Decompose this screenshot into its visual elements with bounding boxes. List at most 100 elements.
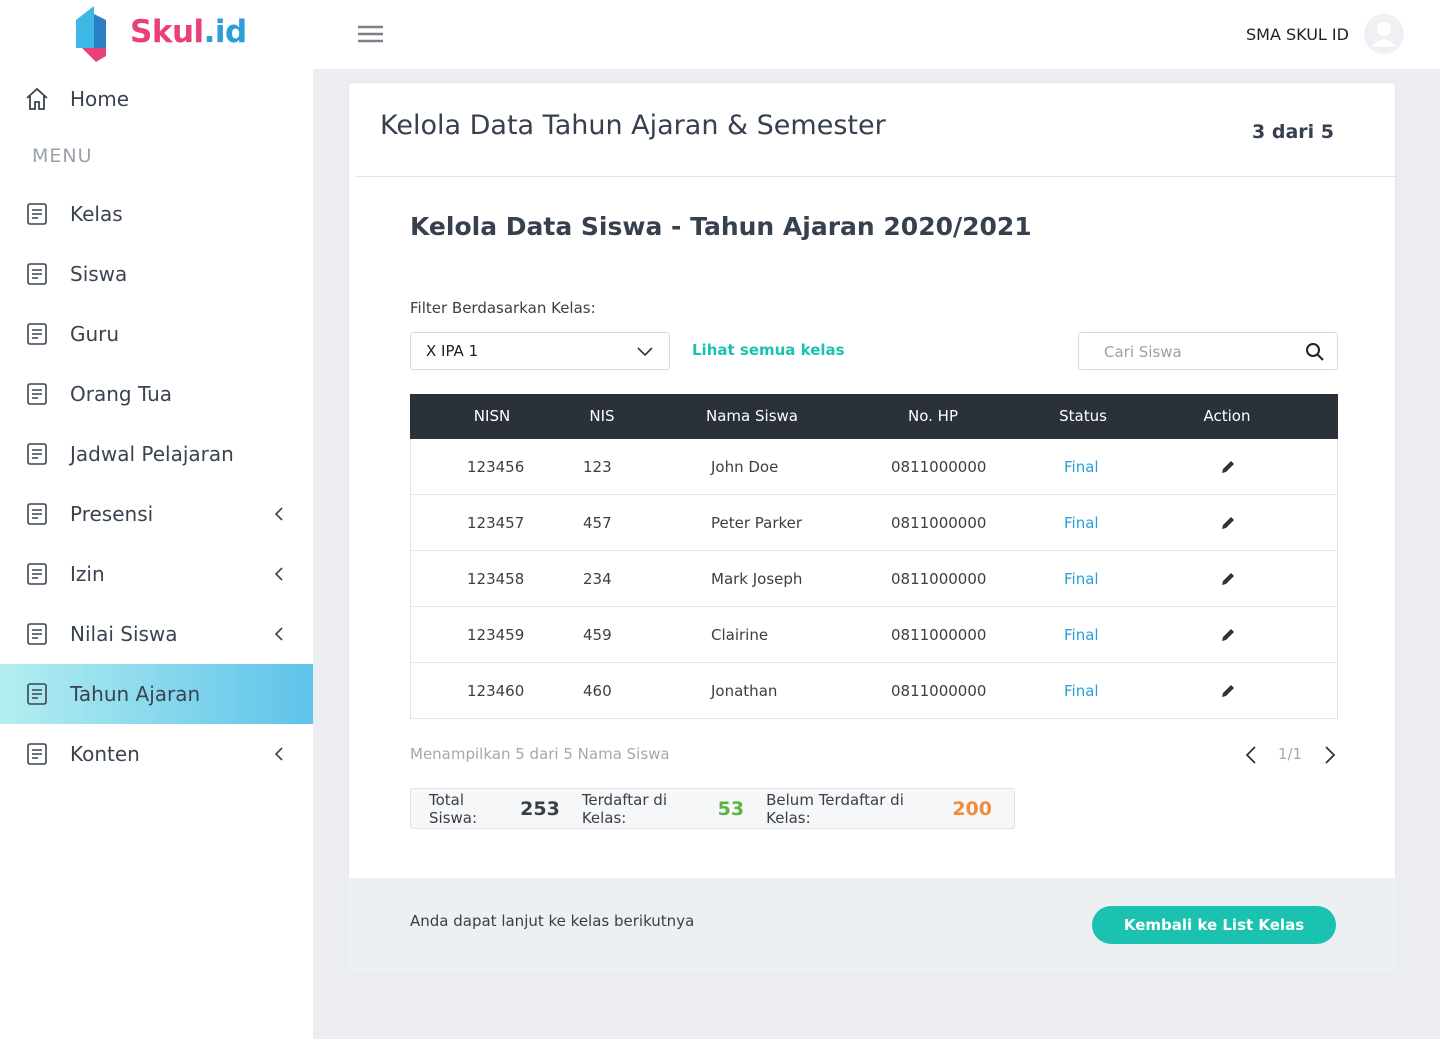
status-link[interactable]: Final bbox=[1064, 570, 1099, 588]
prev-page[interactable] bbox=[1245, 746, 1257, 764]
search-icon bbox=[1306, 343, 1324, 361]
status-link[interactable]: Final bbox=[1064, 682, 1099, 700]
nav-item[interactable]: Siswa bbox=[0, 244, 313, 304]
table-cell: 123 bbox=[583, 458, 612, 476]
table-cell: 123459 bbox=[467, 626, 525, 644]
summary-box: Total Siswa: 253 Terdaftar di Kelas: 53 Belu… bbox=[410, 788, 1015, 829]
column-header: Nama Siswa bbox=[706, 407, 798, 425]
table-cell: 234 bbox=[583, 570, 612, 588]
table-cell: 460 bbox=[583, 682, 612, 700]
table-cell: 123457 bbox=[467, 514, 525, 532]
nav-label: Jadwal Pelajaran bbox=[70, 442, 234, 466]
column-header: Action bbox=[1203, 407, 1251, 425]
summary-value: 53 bbox=[717, 797, 745, 820]
nav-icon bbox=[27, 623, 47, 645]
summary-label: Total Siswa: bbox=[429, 790, 478, 827]
table-cell: 459 bbox=[583, 626, 612, 644]
nav-icon bbox=[27, 203, 47, 225]
table-cell: Clairine bbox=[711, 626, 769, 644]
nav-chevron bbox=[274, 507, 283, 521]
table-cell: Jonathan bbox=[711, 682, 778, 700]
table-cell: Peter Parker bbox=[711, 514, 803, 532]
nav-label: Guru bbox=[70, 322, 120, 346]
table-row bbox=[410, 551, 1338, 607]
nav-label: Presensi bbox=[70, 502, 154, 526]
nav-item[interactable]: Jadwal Pelajaran bbox=[0, 424, 313, 484]
nav-item[interactable]: Presensi bbox=[0, 484, 313, 544]
nav-label: Izin bbox=[70, 562, 105, 586]
sidebar: Skul.id Home MENU Kelas Siswa Guru Orang Tu… bbox=[0, 0, 313, 1039]
menu-toggle[interactable] bbox=[358, 24, 384, 44]
footer-message: Anda dapat lanjut ke kelas berikutnya bbox=[410, 912, 695, 930]
nav-item[interactable]: Izin bbox=[0, 544, 313, 604]
table-row bbox=[410, 607, 1338, 663]
nav-item[interactable]: Guru bbox=[0, 304, 313, 364]
home-icon bbox=[26, 87, 48, 110]
table-cell: 123458 bbox=[467, 570, 525, 588]
edit-icon[interactable] bbox=[1220, 515, 1236, 531]
edit-icon[interactable] bbox=[1220, 627, 1236, 643]
nav-icon bbox=[27, 503, 47, 525]
table-cell: 0811000000 bbox=[891, 570, 987, 588]
table-cell: John Doe bbox=[711, 458, 779, 476]
edit-icon[interactable] bbox=[1220, 683, 1236, 699]
summary-label: Terdaftar di Kelas: bbox=[581, 790, 667, 827]
edit-icon[interactable] bbox=[1220, 571, 1236, 587]
class-dropdown[interactable]: X IPA 1 bbox=[410, 332, 670, 370]
nav-item[interactable]: Tahun Ajaran bbox=[0, 664, 313, 724]
table-cell: 0811000000 bbox=[891, 458, 987, 476]
school-name: SMA SKUL ID bbox=[1246, 25, 1349, 44]
nav-chevron bbox=[274, 567, 283, 581]
page-title: Kelola Data Tahun Ajaran & Semester bbox=[380, 110, 886, 141]
nav-item[interactable]: Kelas bbox=[0, 184, 313, 244]
nav-icon bbox=[27, 443, 47, 465]
step: 3 dari 5 bbox=[1252, 121, 1334, 143]
edit-icon[interactable] bbox=[1220, 459, 1236, 475]
search-box[interactable]: Cari Siswa bbox=[1078, 332, 1338, 370]
table-row bbox=[410, 663, 1338, 719]
section-title: Kelola Data Siswa - Tahun Ajaran 2020/20… bbox=[410, 212, 1032, 241]
nav-chevron bbox=[274, 747, 283, 761]
nav-label: Tahun Ajaran bbox=[70, 682, 201, 706]
summary-value: 253 bbox=[520, 797, 560, 820]
column-header: NISN bbox=[473, 407, 511, 425]
summary-value: 200 bbox=[952, 797, 992, 820]
column-header: NIS bbox=[589, 407, 615, 425]
summary-label: Belum Terdaftar di Kelas: bbox=[766, 790, 904, 827]
status-link[interactable]: Final bbox=[1064, 458, 1099, 476]
see-all-link[interactable]: Lihat semua kelas bbox=[692, 341, 845, 359]
nav-label: Kelas bbox=[70, 202, 123, 226]
logo-icon bbox=[76, 6, 106, 62]
nav-icon bbox=[27, 743, 47, 765]
table-cell: 123456 bbox=[467, 458, 525, 476]
column-header: No. HP bbox=[908, 407, 958, 425]
dropdown-chevron bbox=[637, 347, 653, 357]
table-cell: 0811000000 bbox=[891, 682, 987, 700]
nav-label: Konten bbox=[70, 742, 140, 766]
nav-label: Siswa bbox=[70, 262, 128, 286]
status-link[interactable]: Final bbox=[1064, 514, 1099, 532]
nav-item[interactable]: Orang Tua bbox=[0, 364, 313, 424]
table-cell: Mark Joseph bbox=[711, 570, 803, 588]
back-button[interactable]: Kembali ke List Kelas bbox=[1092, 906, 1336, 944]
logo-text: Skul.id bbox=[130, 14, 247, 50]
nav-icon bbox=[27, 263, 47, 285]
nav-icon bbox=[27, 383, 47, 405]
nav-label: Nilai Siswa bbox=[70, 622, 178, 646]
table-cell: 457 bbox=[583, 514, 612, 532]
status-link[interactable]: Final bbox=[1064, 626, 1099, 644]
nav-home[interactable]: Home bbox=[0, 69, 313, 129]
next-page[interactable] bbox=[1324, 746, 1336, 764]
nav-label: Home bbox=[70, 87, 130, 111]
nav-icon bbox=[27, 563, 47, 585]
showing-text: Menampilkan 5 dari 5 Nama Siswa bbox=[410, 745, 670, 763]
nav-item[interactable]: Konten bbox=[0, 724, 313, 784]
nav-chevron bbox=[274, 627, 283, 641]
table-row bbox=[410, 495, 1338, 551]
nav-item[interactable]: Nilai Siswa bbox=[0, 604, 313, 664]
search-placeholder: Cari Siswa bbox=[1104, 343, 1182, 361]
avatar[interactable] bbox=[1364, 14, 1404, 54]
table-row bbox=[410, 439, 1338, 495]
